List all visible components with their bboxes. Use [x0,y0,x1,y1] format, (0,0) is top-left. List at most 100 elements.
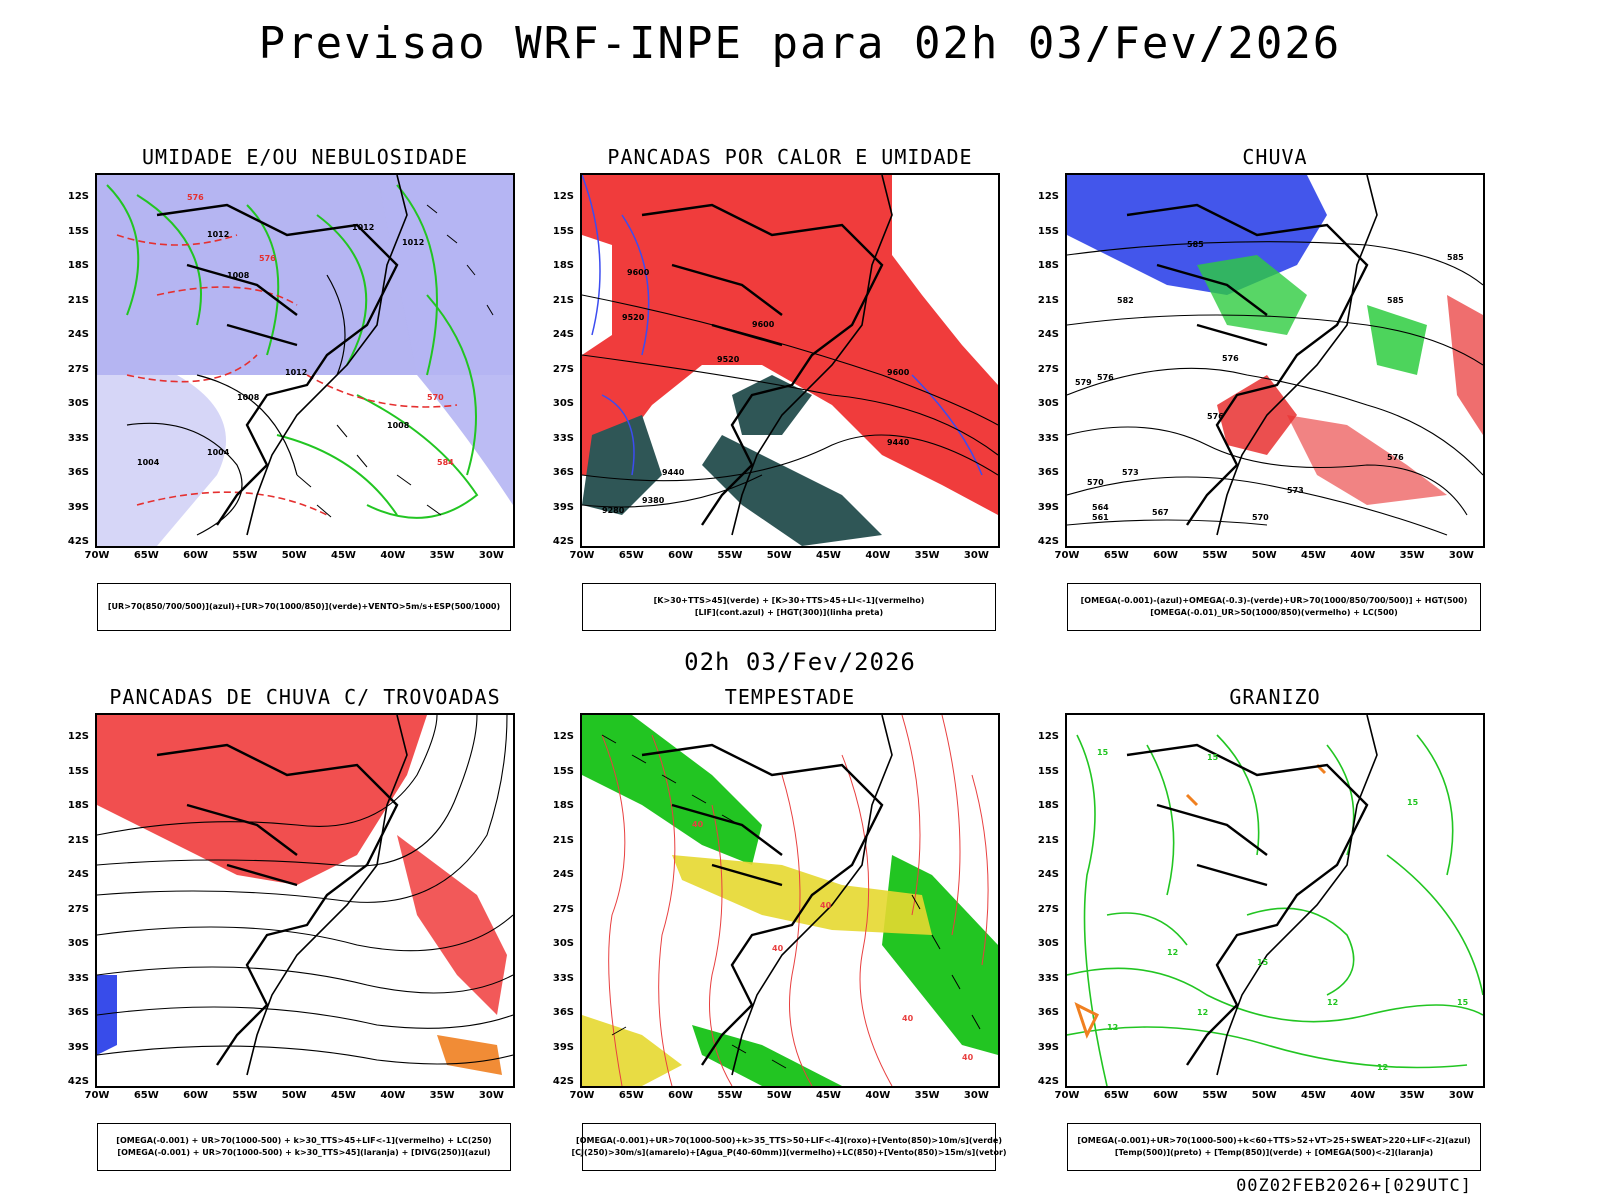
lat-tick-label: 12S [67,731,89,742]
lat-tick-label: 15S [552,765,574,777]
lon-tick-label: 45W [816,550,841,561]
thickness-red-dashed [116,234,458,516]
lat-tick-label: 30S [67,398,89,409]
legend-chuva: [OMEGA(-0.001)-(azul)+OMEGA(-0.3)-(verde… [1067,583,1481,631]
lat-tick-label: 24S [1037,869,1059,880]
lon-tick-label: 35W [1399,1090,1425,1101]
lat-tick-label: 18S [67,800,89,811]
lon-tick-label: 70W [569,1090,595,1101]
svg-text:573: 573 [1122,468,1139,477]
lat-tick-label: 36S [67,1007,89,1018]
lat-tick-label: 39S [1037,501,1059,513]
map-chuva-svg: 585 582 585 576 579 576 576 573 570 573 … [1067,175,1483,536]
map-pancadas-calor-svg: 9600 9520 9600 9520 9440 9440 9380 9280 … [582,175,998,546]
svg-text:15: 15 [1207,753,1219,762]
lat-tick-label: 21S [67,294,89,306]
lat-tick-label: 12S [552,731,574,742]
lon-tick-label: 45W [816,1090,841,1101]
lat-tick-label: 27S [552,903,574,915]
legend-pancadas-trovoadas: [OMEGA(-0.001) + UR>70(1000-500) + k>30_… [97,1123,511,1171]
lat-tick-label: 24S [552,329,574,340]
svg-text:1012: 1012 [402,238,424,247]
lon-tick-label: 30W [1448,1090,1474,1101]
lat-tick-label: 39S [552,501,574,513]
lat-tick-label: 12S [1037,731,1059,742]
svg-text:1008: 1008 [387,421,410,430]
svg-text:9600: 9600 [627,268,650,277]
lat-tick-label: 15S [67,225,89,237]
svg-text:9520: 9520 [622,313,645,322]
panel-title: PANCADAS POR CALOR E UMIDADE [607,145,973,169]
lat-tick-label: 18S [67,260,89,271]
lon-tick-label: 60W [668,1090,694,1101]
svg-text:40: 40 [820,901,832,910]
jet-yellow-area [672,855,932,935]
lat-tick-label: 24S [67,329,89,340]
svg-text:15: 15 [1257,958,1269,967]
lat-tick-label: 39S [67,501,89,513]
country-borders [156,203,399,526]
lon-tick-label: 40W [1350,550,1376,561]
svg-text:576: 576 [1097,373,1114,382]
map-tempestade-labels: 40 40 40 40 40 [692,820,974,1062]
lon-tick-label: 30W [963,550,989,561]
map-tempestade: 40 40 40 40 40 [580,713,1000,1088]
svg-text:9600: 9600 [887,368,910,377]
thunder-red-area [97,715,427,885]
svg-text:12: 12 [1107,1023,1118,1032]
lon-tick-label: 40W [865,1090,891,1101]
lat-tick-label: 33S [1037,972,1059,984]
svg-text:582: 582 [1117,296,1134,305]
lon-tick-label: 55W [1202,550,1228,561]
wind-vectors [296,204,494,518]
lon-tick-label: 70W [84,550,110,561]
panel-title: TEMPESTADE [724,685,856,709]
lon-tick-label: 60W [1153,1090,1179,1101]
svg-text:12: 12 [1197,1008,1208,1017]
lat-tick-label: 18S [1037,800,1059,811]
wind850-green-area-2 [882,855,998,1055]
lon-tick-label: 70W [84,1090,110,1101]
coastline [731,175,893,536]
svg-text:1012: 1012 [285,368,307,377]
lon-tick-label: 55W [232,1090,258,1101]
thunder-orange-area [437,1035,502,1075]
lat-tick-label: 24S [1037,329,1059,340]
lat-tick-label: 27S [67,363,89,375]
lat-tick-label: 21S [67,834,89,846]
svg-text:584: 584 [437,458,454,467]
lon-tick-label: 35W [429,550,455,561]
lon-tick-label: 35W [1399,550,1425,561]
svg-text:1008: 1008 [227,271,250,280]
svg-text:40: 40 [902,1014,914,1023]
legend-pancadas-calor: [K>30+TTS>45](verde) + [K>30+TTS>45+LI<-… [582,583,996,631]
lat-tick-label: 33S [67,972,89,984]
lon-tick-label: 30W [1448,550,1474,561]
map-chuva-labels: 585 582 585 576 579 576 576 573 570 573 … [1075,240,1464,522]
panel-title: GRANIZO [1229,685,1321,709]
svg-text:15: 15 [1407,798,1419,807]
lat-tick-label: 39S [1037,1041,1059,1053]
lat-tick-label: 39S [67,1041,89,1053]
hgt300-contours [582,294,998,508]
temp850-green-contours [1067,734,1483,1086]
humidity-light-area [97,375,226,546]
footer-timestamp: 00Z02FEB2026+[029UTC] [1236,1176,1472,1196]
svg-text:576: 576 [259,254,276,263]
lat-tick-label: 27S [67,903,89,915]
svg-text:567: 567 [1152,508,1169,517]
omega500-orange [1074,763,1327,1039]
lat-tick-label: 18S [552,260,574,271]
map-tempestade-svg: 40 40 40 40 40 [582,715,998,1086]
lat-tick-label: 36S [552,1007,574,1018]
svg-text:9600: 9600 [752,320,775,329]
instability-dark-area-2 [702,435,882,546]
lon-tick-label: 45W [1301,1090,1326,1101]
map-granizo-svg: 15 15 15 15 12 12 12 12 15 12 [1067,715,1483,1086]
svg-text:1012: 1012 [352,223,374,232]
lon-tick-label: 60W [183,1090,209,1101]
lon-tick-label: 50W [281,550,307,561]
svg-text:1004: 1004 [137,458,160,467]
panel-title: UMIDADE E/OU NEBULOSIDADE [141,145,469,169]
svg-text:570: 570 [1087,478,1104,487]
